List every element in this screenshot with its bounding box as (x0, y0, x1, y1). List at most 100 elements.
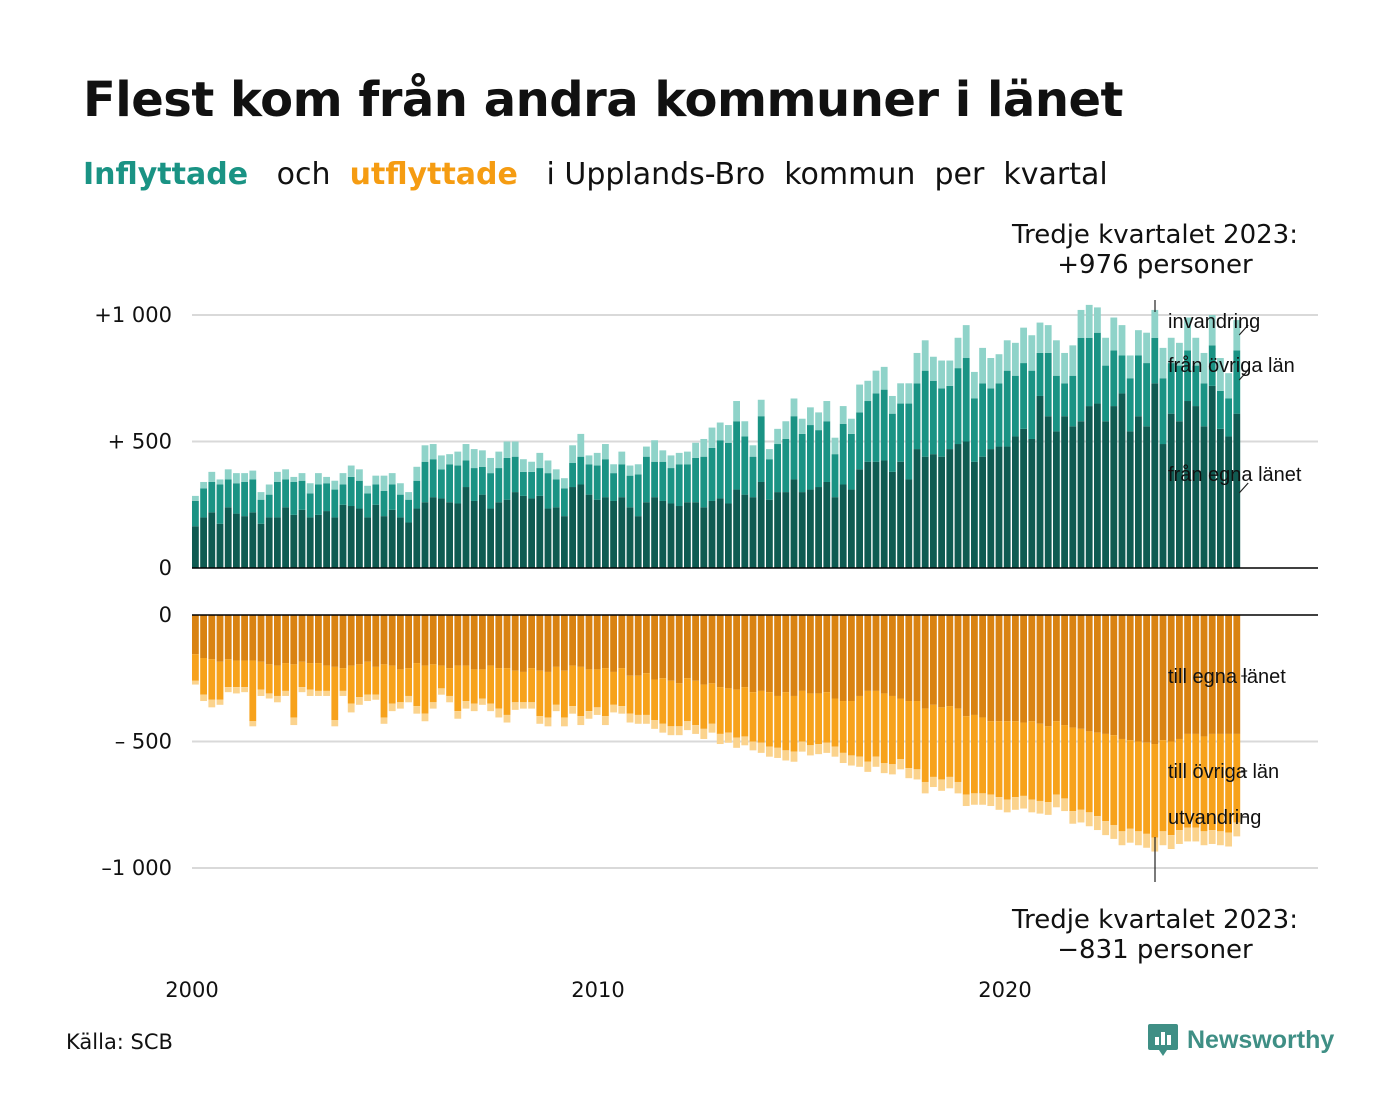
bar-out-other (495, 668, 503, 709)
bar-out-own (446, 615, 453, 669)
bar-in-own (1077, 421, 1085, 568)
bar-out-emig (331, 719, 339, 727)
bar-in-other (282, 479, 289, 508)
bar-in-immig (585, 455, 593, 465)
bar-in-immig (979, 347, 986, 384)
bar-out-other (807, 693, 814, 746)
bar-out-emig (290, 717, 298, 726)
bar-out-own (200, 615, 207, 659)
bar-in-immig (626, 465, 634, 476)
bar-in-immig (757, 399, 765, 417)
bar-in-immig (1118, 325, 1126, 356)
bar-out-emig (1036, 800, 1044, 814)
bar-in-other (905, 403, 913, 480)
bar-out-emig (856, 756, 863, 767)
bar-out-other (1094, 732, 1101, 817)
bar-in-other (1126, 378, 1134, 432)
bar-in-other (257, 499, 265, 524)
bar-out-other (1102, 733, 1109, 822)
bar-in-own (700, 507, 708, 568)
annotation-bottom-line: Tredje kvartalet 2023: (1011, 905, 1298, 935)
bar-out-other (602, 668, 609, 717)
bar-in-immig (954, 337, 962, 369)
bar-out-own (962, 615, 970, 717)
bar-out-own (602, 615, 609, 669)
bar-in-other (725, 442, 732, 504)
bar-in-immig (298, 473, 306, 481)
bar-in-immig (1143, 332, 1150, 364)
bar-out-own (839, 615, 847, 702)
bar-out-emig (495, 708, 503, 718)
bar-out-emig (659, 723, 667, 733)
bar-in-own (429, 497, 437, 568)
bar-out-emig (667, 726, 675, 736)
bar-out-own (503, 615, 511, 669)
bar-out-emig (798, 741, 806, 752)
bar-in-immig (889, 395, 896, 414)
bar-out-other (971, 714, 978, 794)
bar-out-other (716, 687, 724, 734)
bar-in-other (651, 461, 658, 498)
bar-out-own (1012, 615, 1019, 722)
bar-out-emig (1184, 827, 1191, 842)
bar-out-emig (536, 716, 544, 724)
bar-out-own (356, 615, 363, 665)
subtitle-och: och (276, 157, 331, 192)
bar-out-other (1151, 744, 1159, 838)
bar-out-own (675, 615, 683, 684)
bar-in-immig (380, 475, 388, 491)
bar-out-own (1028, 615, 1036, 722)
bar-out-other (364, 661, 371, 695)
bar-out-other (405, 668, 412, 696)
bar-in-other (487, 473, 494, 509)
bar-in-own (864, 461, 872, 568)
bar-in-other (610, 473, 617, 501)
bar-in-immig (372, 475, 380, 485)
bar-out-other (1020, 722, 1027, 796)
bar-out-emig (1020, 795, 1027, 809)
bar-in-own (347, 506, 355, 568)
bar-out-emig (774, 747, 781, 758)
bar-in-own (618, 497, 626, 568)
bar-in-own (807, 489, 814, 568)
bar-in-other (782, 438, 790, 493)
bar-out-other (692, 680, 699, 726)
bar-out-own (429, 615, 437, 665)
bar-out-own (208, 615, 216, 660)
bar-in-own (602, 497, 609, 568)
bar-in-immig (995, 354, 1003, 384)
bar-in-immig (249, 470, 257, 480)
bar-out-own (823, 615, 831, 693)
bar-in-other (1118, 355, 1126, 394)
bar-out-other (1012, 721, 1019, 798)
bar-out-other (446, 668, 453, 696)
bar-out-emig (610, 704, 617, 713)
bar-out-other (962, 716, 970, 795)
bar-out-other (1233, 733, 1241, 823)
bar-out-other (626, 675, 634, 714)
newsworthy-logo[interactable]: Newsworthy (1147, 1022, 1334, 1058)
bar-in-own (585, 494, 593, 568)
bar-in-own (224, 507, 232, 568)
bar-out-own (380, 615, 388, 665)
bar-in-own (200, 517, 207, 568)
bar-in-own (1233, 413, 1241, 568)
bar-out-emig (233, 687, 240, 694)
bar-out-own (1151, 615, 1159, 745)
bar-in-other (946, 385, 954, 450)
bar-out-other (913, 701, 921, 770)
bar-out-other (282, 663, 289, 691)
bar-in-own (856, 469, 863, 568)
bar-out-other (249, 660, 257, 722)
bar-out-other (1036, 723, 1044, 801)
bar-out-emig (438, 688, 445, 695)
bar-in-immig (536, 452, 544, 469)
bar-in-immig (200, 481, 207, 489)
bar-in-immig (429, 444, 437, 460)
bar-in-other (602, 459, 609, 498)
bar-in-other (479, 466, 486, 495)
bar-out-emig (700, 728, 708, 739)
bar-in-own (405, 522, 412, 568)
bar-out-emig (372, 694, 380, 700)
bar-in-own (208, 512, 216, 568)
